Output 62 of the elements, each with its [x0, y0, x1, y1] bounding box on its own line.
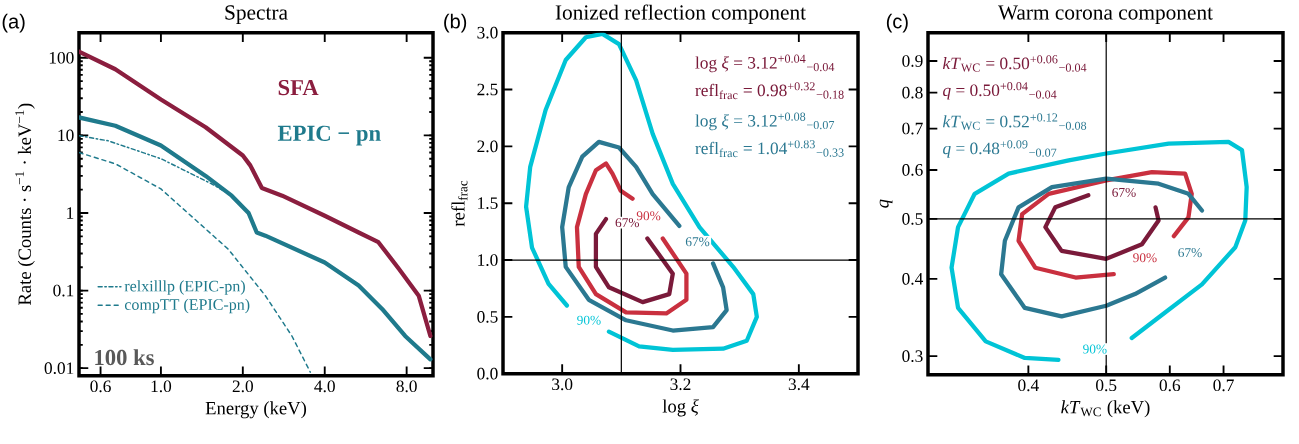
- x-tick-label: 0.6: [1159, 379, 1181, 392]
- chart-title: Ionized reflection component: [555, 4, 806, 25]
- y-tick-label: 3.0: [477, 26, 498, 39]
- y-tick-label: 2.5: [477, 83, 498, 96]
- y-tick-label: 0.8: [902, 86, 923, 99]
- y-tick-label: 0.3: [902, 350, 923, 363]
- annotation: SFA: [278, 80, 319, 96]
- y-tick-label: 0.0: [477, 367, 498, 380]
- x-tick-label: 0.5: [1096, 379, 1117, 392]
- x-axis-title: log ξ: [662, 399, 699, 417]
- annotation: q = 0.48$^{+0.09}$−0.07: [943, 140, 1057, 158]
- annotation: 67%: [685, 237, 710, 247]
- annotation: 67%: [1112, 188, 1136, 198]
- y-tick-label: 0.7: [902, 122, 923, 135]
- text: (c): [886, 13, 908, 33]
- x-tick-label: 3.2: [670, 378, 691, 391]
- annotation: 90%: [1133, 253, 1157, 263]
- x-axis-title: kT$_{WC}$ (keV): [1061, 400, 1150, 418]
- chart-title: Warm corona component: [997, 5, 1213, 25]
- annotation: log ξ = 3.12$^{+0.08}$−0.07: [695, 112, 835, 131]
- x-tick-label: 0.4: [1018, 379, 1039, 392]
- x-tick-label: 2.0: [232, 380, 253, 393]
- x-axis-title: Energy (keV): [205, 401, 307, 419]
- y-tick-label: 0.4: [902, 273, 924, 285]
- x-tick-label: 3.0: [552, 378, 573, 391]
- annotation: q = 0.50$^{+0.04}$−0.04: [943, 82, 1057, 100]
- x-tick-label: 1.0: [151, 380, 172, 393]
- x-tick-label: 4.0: [314, 380, 335, 393]
- legend-label: relxilllp (EPIC-pn): [124, 280, 245, 295]
- y-tick-label: 1.0: [478, 254, 498, 267]
- annotation: kT$_{WC}$ = 0.50$^{+0.06}$−0.04: [942, 55, 1087, 72]
- y-tick-label: 0.9: [902, 55, 923, 68]
- annotation: 90%: [577, 315, 601, 325]
- chart-title: Spectra: [225, 5, 288, 25]
- annotation: 90%: [1083, 344, 1107, 354]
- x-tick-label: 8.0: [396, 380, 417, 393]
- x-tick-label: 3.4: [788, 378, 810, 391]
- y-tick-label: 0.01: [44, 362, 74, 375]
- y-tick-label: 1.5: [478, 197, 498, 210]
- y-axis-title: q: [879, 199, 893, 208]
- annotation: 67%: [1178, 248, 1202, 258]
- y-tick-label: 100: [49, 52, 74, 64]
- y-tick-label: 0.5: [902, 213, 923, 225]
- text: (b): [444, 13, 467, 33]
- annotation: 100 ks: [95, 349, 154, 366]
- y-axis-title: refl$_{frac}$: [451, 180, 468, 227]
- text: (a): [2, 13, 25, 33]
- y-tick-label: 2.0: [477, 140, 498, 153]
- annotation: EPIC − pn: [277, 125, 381, 146]
- annotation: refl$_{frac}$ = 0.98$^{+0.32}$−0.18: [695, 82, 844, 100]
- annotation: kT$_{WC}$ = 0.52$^{+0.12}$−0.08: [942, 113, 1087, 131]
- x-tick-label: 0.6: [90, 380, 111, 393]
- y-tick-label: 0.1: [53, 284, 74, 297]
- annotation: log ξ = 3.12$^{+0.04}$−0.04: [695, 54, 835, 73]
- y-tick-label: 0.5: [477, 311, 498, 323]
- y-axis-title: Rate (Counts · s$^{−1}$ · keV$^{−1}$): [15, 103, 35, 306]
- annotation: refl$_{frac}$ = 1.04$^{+0.83}$−0.33: [695, 140, 844, 158]
- x-tick-label: 0.7: [1213, 379, 1234, 392]
- y-tick-label: 1: [67, 207, 74, 219]
- y-tick-label: 10: [58, 129, 74, 142]
- legend-label: compTT (EPIC-pn): [124, 298, 250, 314]
- y-tick-label: 0.6: [902, 164, 923, 176]
